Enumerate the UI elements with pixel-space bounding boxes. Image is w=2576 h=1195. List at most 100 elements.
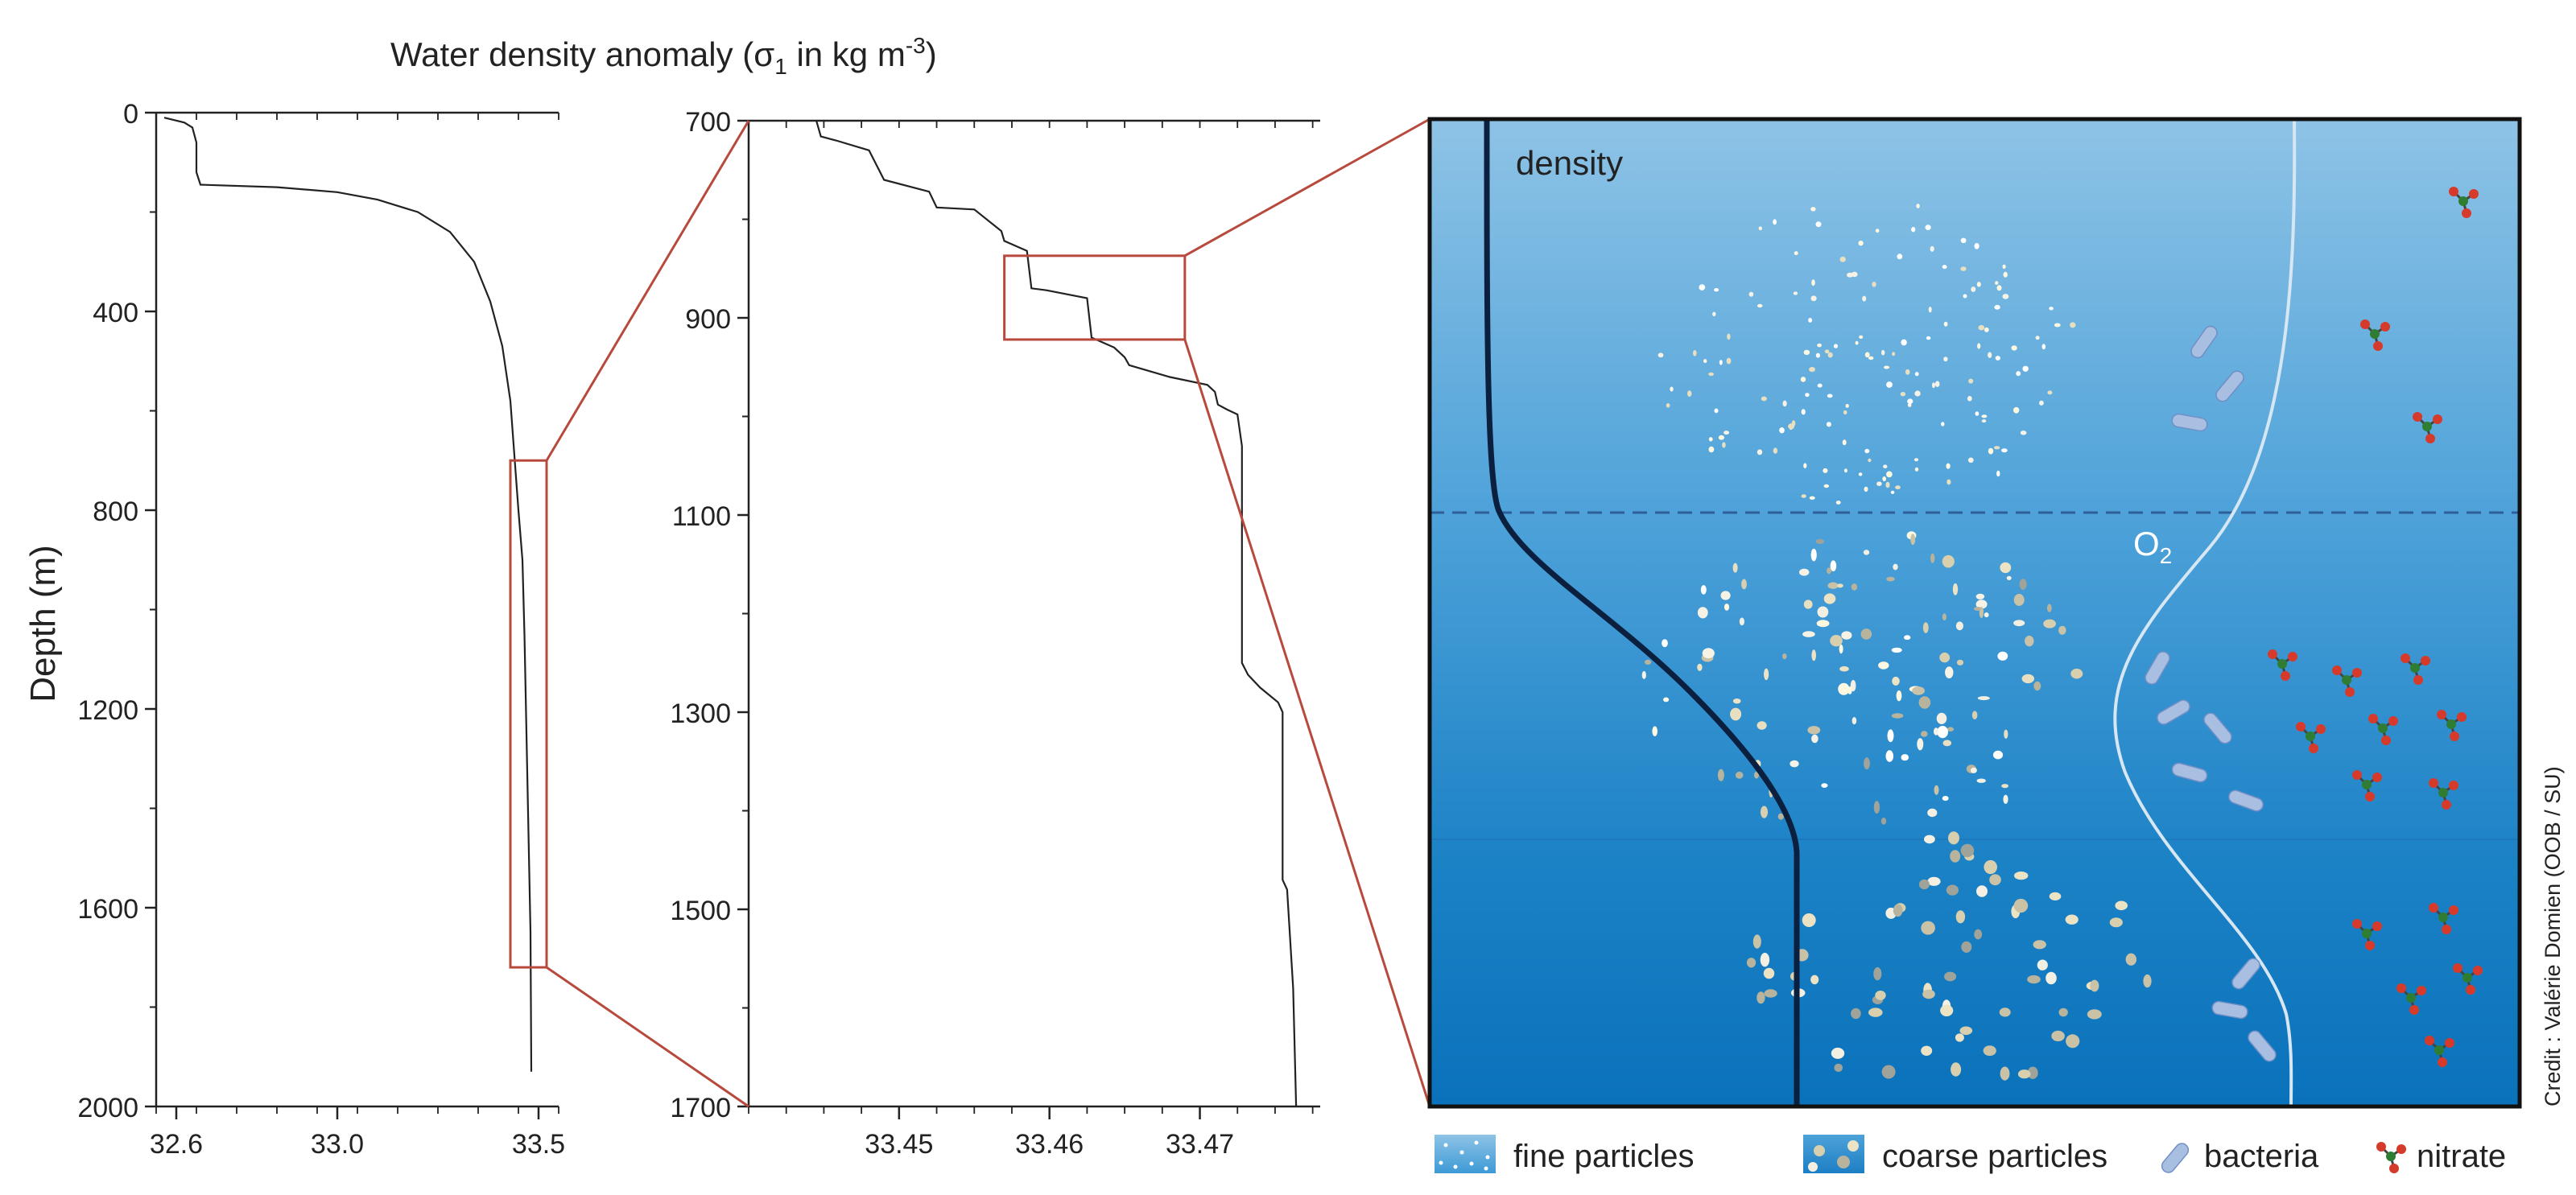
particle — [1930, 553, 1935, 563]
particle — [1847, 686, 1852, 694]
particle — [1907, 398, 1913, 405]
particle — [1941, 422, 1945, 426]
particle — [1995, 356, 2000, 361]
particle — [1961, 941, 1972, 953]
nitrate-molecule — [2401, 653, 2430, 685]
particle — [1764, 668, 1769, 681]
particle — [1955, 1033, 1964, 1042]
particle — [1803, 600, 1813, 609]
particle — [1925, 225, 1931, 230]
particle — [1944, 971, 1957, 982]
coarse-particles-dots — [1808, 1140, 1859, 1172]
particle — [1702, 648, 1715, 659]
particle — [1948, 831, 1959, 845]
legend-fine-label: fine particles — [1513, 1139, 1695, 1174]
y-tick-label: 2000 — [77, 1093, 138, 1123]
particle — [1950, 850, 1961, 863]
nitrate-molecule — [2296, 722, 2326, 753]
particle — [1996, 285, 2002, 291]
particle — [1963, 294, 1967, 299]
particle — [2001, 784, 2009, 789]
particle — [1934, 381, 1940, 388]
particle — [1959, 1026, 1973, 1036]
particle — [1943, 321, 1948, 327]
particle — [1992, 750, 2004, 760]
zoom-connector-top — [1184, 117, 1430, 258]
particle — [1714, 408, 1719, 414]
particle — [1777, 813, 1784, 820]
particle — [1835, 501, 1841, 505]
particle — [2027, 975, 2041, 984]
y-tick-label: 0 — [123, 99, 138, 130]
particle — [1960, 237, 1967, 243]
particle — [1735, 771, 1744, 779]
particle — [2020, 431, 2027, 435]
particle — [1975, 411, 1979, 416]
particle — [2058, 1008, 2068, 1017]
particle — [1945, 666, 1954, 678]
particle — [1720, 591, 1731, 600]
particle — [2033, 681, 2041, 691]
particle — [1896, 690, 1902, 702]
particle — [1823, 593, 1836, 604]
particle — [1918, 696, 1931, 709]
particle — [1864, 486, 1868, 492]
particle — [1703, 359, 1707, 364]
particle — [1930, 245, 1934, 252]
bacterium — [2215, 370, 2244, 402]
particle — [2047, 390, 2053, 395]
particle — [1994, 304, 2000, 310]
particle — [1727, 333, 1731, 340]
particle — [1843, 468, 1847, 473]
particle — [1764, 989, 1777, 998]
zoom-connector-top — [545, 120, 750, 462]
particle — [2013, 406, 2020, 414]
particle — [1652, 726, 1657, 736]
particle — [1942, 265, 1947, 270]
particle — [1748, 291, 1754, 297]
particle — [1974, 243, 1979, 249]
x-tick-label: 33.47 — [1166, 1129, 1234, 1160]
particle — [1924, 834, 1935, 844]
particle — [1884, 365, 1890, 369]
particle — [2002, 294, 2009, 299]
particle — [1645, 659, 1652, 665]
particle — [1921, 1045, 1933, 1057]
particle — [1876, 481, 1882, 486]
particle — [1928, 307, 1932, 313]
particle — [1967, 396, 1972, 402]
bacterium — [2203, 712, 2232, 744]
water-column — [1430, 119, 2520, 1106]
particle — [1946, 884, 1959, 896]
particle — [1975, 593, 1985, 600]
particle — [1921, 731, 1928, 737]
legend: fine particles coarse particles bacteria… — [1435, 1135, 2506, 1174]
bacterium — [2248, 1030, 2277, 1062]
particle — [1657, 352, 1664, 358]
particle — [1883, 464, 1888, 468]
particle — [1976, 778, 1986, 783]
particle — [1895, 485, 1901, 490]
x-tick-label: 33.45 — [865, 1129, 933, 1160]
particle — [1833, 344, 1839, 348]
particle — [1942, 613, 1946, 621]
particle — [1955, 910, 1966, 924]
particle — [1975, 600, 1988, 609]
particle — [1811, 734, 1818, 744]
particle — [1885, 481, 1890, 488]
y-tick-label: 1300 — [670, 698, 731, 729]
particle — [1726, 357, 1732, 365]
particle — [1886, 381, 1893, 388]
particle — [1968, 378, 1974, 384]
particle — [1757, 991, 1765, 1004]
particle — [1993, 446, 2000, 450]
particle — [1927, 808, 1938, 818]
particle — [1839, 644, 1843, 654]
particle — [1984, 859, 1997, 875]
particle — [1641, 670, 1646, 679]
particle — [2041, 344, 2046, 350]
particle — [1977, 696, 1990, 701]
density-series-line — [163, 117, 533, 1072]
particle — [2058, 625, 2066, 635]
particle — [1918, 879, 1930, 890]
